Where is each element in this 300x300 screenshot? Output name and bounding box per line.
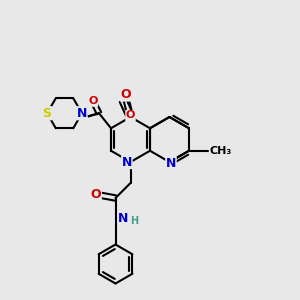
Text: O: O [126, 110, 135, 121]
Text: N: N [166, 157, 176, 170]
Text: N: N [77, 107, 87, 120]
Text: O: O [88, 96, 98, 106]
Text: N: N [118, 212, 128, 226]
Text: O: O [91, 188, 101, 202]
Text: S: S [43, 107, 52, 120]
Text: CH₃: CH₃ [210, 146, 232, 156]
Text: O: O [121, 88, 131, 101]
Text: H: H [130, 216, 138, 226]
Text: N: N [122, 155, 132, 169]
